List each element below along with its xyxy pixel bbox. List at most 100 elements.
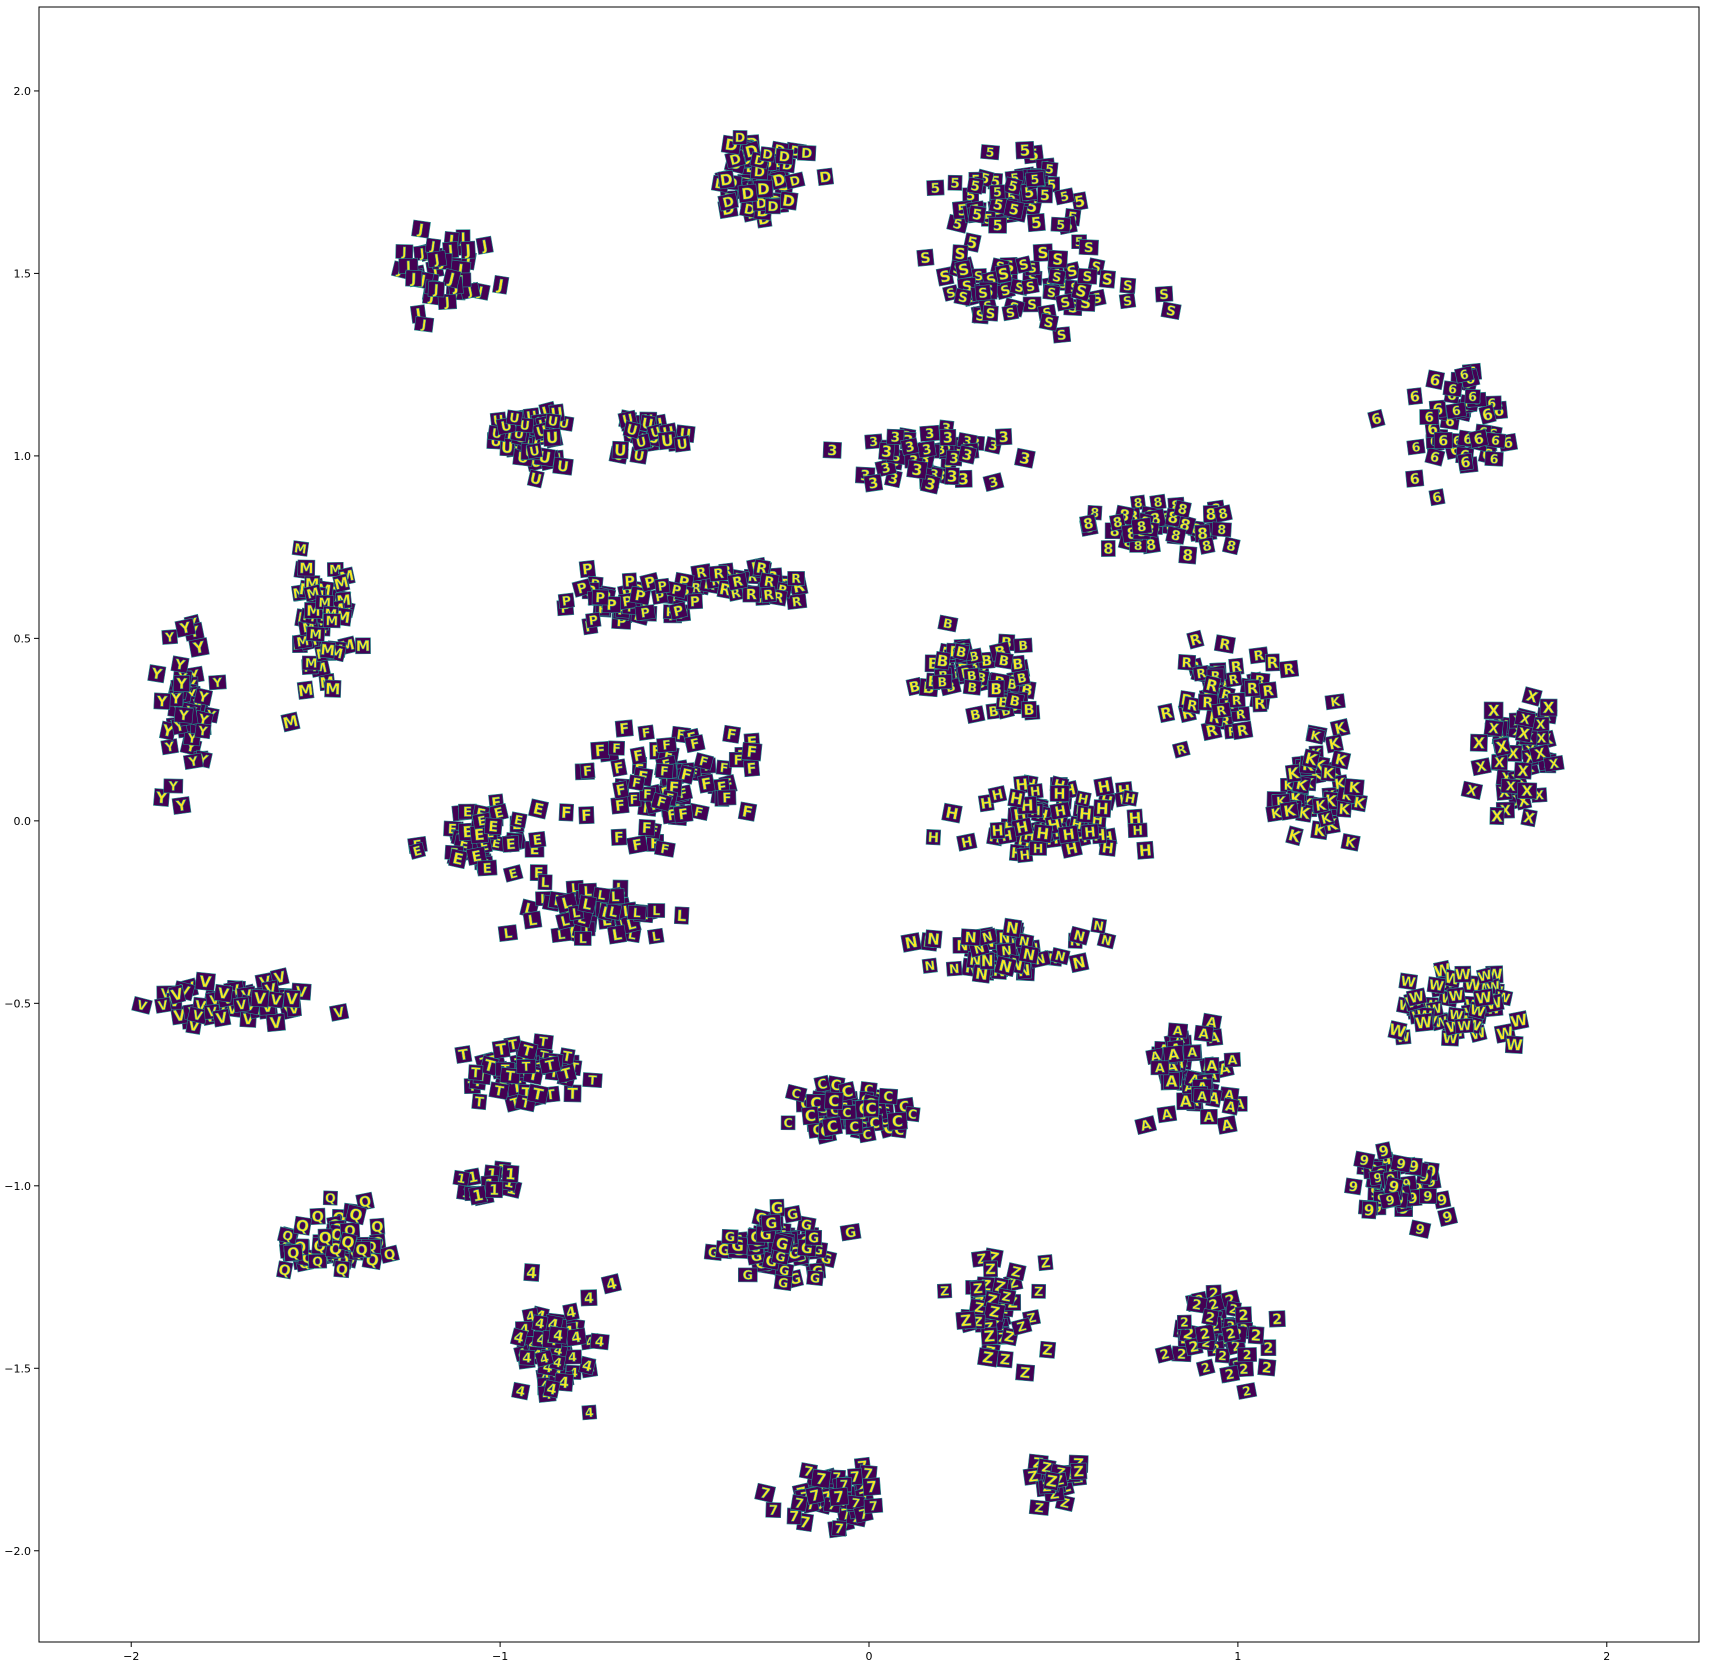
point-thumbnail: N: [900, 932, 922, 953]
svg-text:5: 5: [1030, 171, 1040, 187]
point-thumbnail: 6: [1433, 431, 1453, 450]
point-thumbnail: W: [1413, 1012, 1434, 1033]
svg-text:M: M: [356, 639, 370, 655]
svg-text:8: 8: [1217, 522, 1227, 537]
svg-text:6: 6: [1490, 432, 1500, 448]
point-thumbnail: L: [647, 903, 666, 918]
svg-text:D: D: [762, 146, 774, 162]
svg-text:F: F: [662, 737, 672, 753]
svg-text:F: F: [722, 790, 732, 806]
svg-text:G: G: [743, 1267, 753, 1282]
point-thumbnail: 6: [1478, 404, 1497, 425]
svg-text:Z: Z: [1042, 1342, 1054, 1359]
point-thumbnail: P: [654, 578, 671, 594]
svg-text:C: C: [842, 1105, 851, 1120]
svg-text:J: J: [443, 294, 450, 310]
point-thumbnail: D: [764, 198, 781, 215]
svg-text:F: F: [612, 740, 621, 755]
point-thumbnail: 3: [906, 459, 928, 480]
svg-text:D: D: [757, 180, 770, 199]
point-thumbnail: A: [1204, 1057, 1220, 1075]
point-thumbnail: 2: [1176, 1314, 1192, 1330]
svg-text:W: W: [1509, 1010, 1529, 1031]
svg-text:X: X: [1521, 784, 1533, 800]
point-thumbnail: D: [724, 149, 747, 169]
point-thumbnail: M: [355, 637, 371, 655]
svg-text:B: B: [967, 679, 978, 695]
svg-text:H: H: [927, 830, 939, 847]
point-thumbnail: F: [627, 774, 646, 792]
point-thumbnail: F: [610, 828, 628, 847]
point-thumbnail: R: [760, 586, 777, 604]
svg-text:Z: Z: [985, 1262, 996, 1278]
svg-text:R: R: [791, 594, 803, 610]
svg-text:S: S: [1082, 269, 1093, 285]
point-thumbnail: 3: [1014, 447, 1036, 469]
x-tick-label: −2: [123, 1650, 139, 1662]
point-thumbnail: Q: [322, 1190, 338, 1206]
point-thumbnail: 5: [967, 204, 987, 224]
point-thumbnail: A: [1167, 1022, 1189, 1039]
point-thumbnail: S: [916, 248, 935, 268]
point-thumbnail: P: [591, 589, 609, 607]
svg-text:H: H: [1062, 827, 1076, 844]
point-thumbnail: H: [1080, 823, 1100, 842]
point-thumbnail: 2: [1214, 1348, 1231, 1364]
svg-text:S: S: [1056, 327, 1067, 344]
point-thumbnail: T: [471, 1093, 488, 1111]
point-thumbnail: L: [573, 931, 592, 946]
svg-text:5: 5: [993, 184, 1002, 199]
svg-text:6: 6: [1489, 451, 1499, 466]
svg-text:Q: Q: [355, 1242, 368, 1259]
svg-text:Y: Y: [175, 677, 187, 693]
point-thumbnail: F: [717, 789, 737, 807]
point-thumbnail: S: [1052, 326, 1072, 344]
point-thumbnail: S: [1118, 293, 1137, 310]
point-thumbnail: D: [717, 169, 736, 190]
y-tick-label: 2.0: [14, 85, 32, 98]
point-thumbnail: E: [509, 811, 528, 829]
point-thumbnail: 7: [790, 1494, 809, 1513]
svg-text:S: S: [978, 285, 989, 302]
point-thumbnail: U: [611, 440, 629, 460]
svg-text:T: T: [522, 1059, 531, 1074]
svg-text:3: 3: [949, 451, 959, 468]
point-thumbnail: 9: [1361, 1200, 1378, 1220]
point-thumbnail: N: [1090, 917, 1108, 934]
point-thumbnail: 4: [543, 1379, 561, 1399]
point-thumbnail: J: [492, 274, 510, 295]
point-thumbnail: J: [442, 267, 462, 289]
data-points: DDDDDDDDDDDDDDDDDDDDDDDDDDDDDDDDDDDDDDDD…: [131, 130, 1565, 1539]
point-thumbnail: X: [1539, 698, 1558, 717]
svg-text:6: 6: [1424, 410, 1434, 426]
svg-text:F: F: [734, 753, 743, 769]
y-tick-label: −0.5: [4, 997, 31, 1010]
svg-text:W: W: [1505, 1036, 1523, 1055]
svg-text:P: P: [640, 605, 651, 621]
svg-text:T: T: [470, 1065, 481, 1082]
svg-text:S: S: [1052, 250, 1064, 269]
point-thumbnail: S: [1032, 243, 1054, 263]
svg-text:6: 6: [1468, 389, 1478, 404]
point-thumbnail: H: [1136, 840, 1155, 860]
svg-text:5: 5: [950, 175, 960, 191]
point-thumbnail: F: [637, 724, 655, 741]
svg-text:F: F: [719, 760, 729, 776]
point-thumbnail: 6: [1445, 401, 1468, 420]
point-thumbnail: 6: [1453, 365, 1475, 384]
point-thumbnail: Y: [208, 674, 227, 690]
svg-text:C: C: [783, 1115, 792, 1130]
svg-text:E: E: [488, 819, 499, 836]
point-thumbnail: S: [935, 266, 955, 287]
svg-text:H: H: [1054, 787, 1066, 803]
svg-text:N: N: [926, 930, 940, 949]
point-thumbnail: 2: [1257, 1358, 1277, 1377]
svg-text:F: F: [614, 798, 625, 815]
svg-text:D: D: [778, 149, 791, 166]
svg-text:J: J: [401, 244, 407, 259]
point-thumbnail: U: [526, 468, 545, 489]
point-thumbnail: P: [634, 604, 656, 622]
svg-text:R: R: [1181, 655, 1193, 672]
svg-text:S: S: [920, 250, 932, 267]
point-thumbnail: F: [614, 719, 634, 738]
